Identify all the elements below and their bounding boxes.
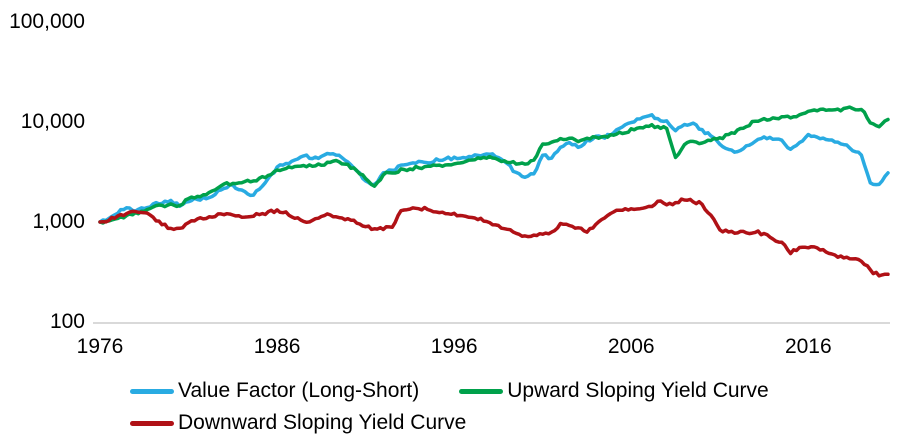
- chart-legend-row-1: Value Factor (Long-Short) Upward Sloping…: [130, 378, 769, 404]
- x-axis-tick-label: 2016: [784, 335, 832, 358]
- legend-label: Downward Sloping Yield Curve: [178, 411, 467, 434]
- y-axis-tick-label: 10,000: [20, 110, 85, 133]
- series-line-upward-yield-curve: [98, 105, 890, 225]
- legend-swatch-upward-yield-curve: [459, 388, 504, 394]
- series-line-downward-yield-curve: [98, 197, 890, 278]
- x-axis-tick-label: 1996: [430, 335, 478, 358]
- y-axis-tick-label: 100,000: [9, 10, 85, 33]
- y-axis-tick-label: 100: [49, 310, 85, 333]
- x-axis-tick-label: 1986: [253, 335, 301, 358]
- legend-item-value-factor: Value Factor (Long-Short): [130, 378, 419, 404]
- legend-swatch-downward-yield-curve: [130, 420, 174, 426]
- x-axis-tick-label: 2006: [607, 335, 655, 358]
- legend-swatch-value-factor: [130, 388, 174, 394]
- y-axis-tick-label: 1,000: [32, 210, 85, 233]
- legend-label: Upward Sloping Yield Curve: [507, 379, 769, 402]
- legend-item-upward-yield-curve: Upward Sloping Yield Curve: [459, 378, 769, 404]
- x-axis-tick-label: 1976: [76, 335, 124, 358]
- legend-label: Value Factor (Long-Short): [178, 379, 420, 402]
- chart-legend-row-2: Downward Sloping Yield Curve: [130, 410, 466, 436]
- legend-item-downward-yield-curve: Downward Sloping Yield Curve: [130, 410, 466, 436]
- series-line-value-factor: [98, 113, 890, 224]
